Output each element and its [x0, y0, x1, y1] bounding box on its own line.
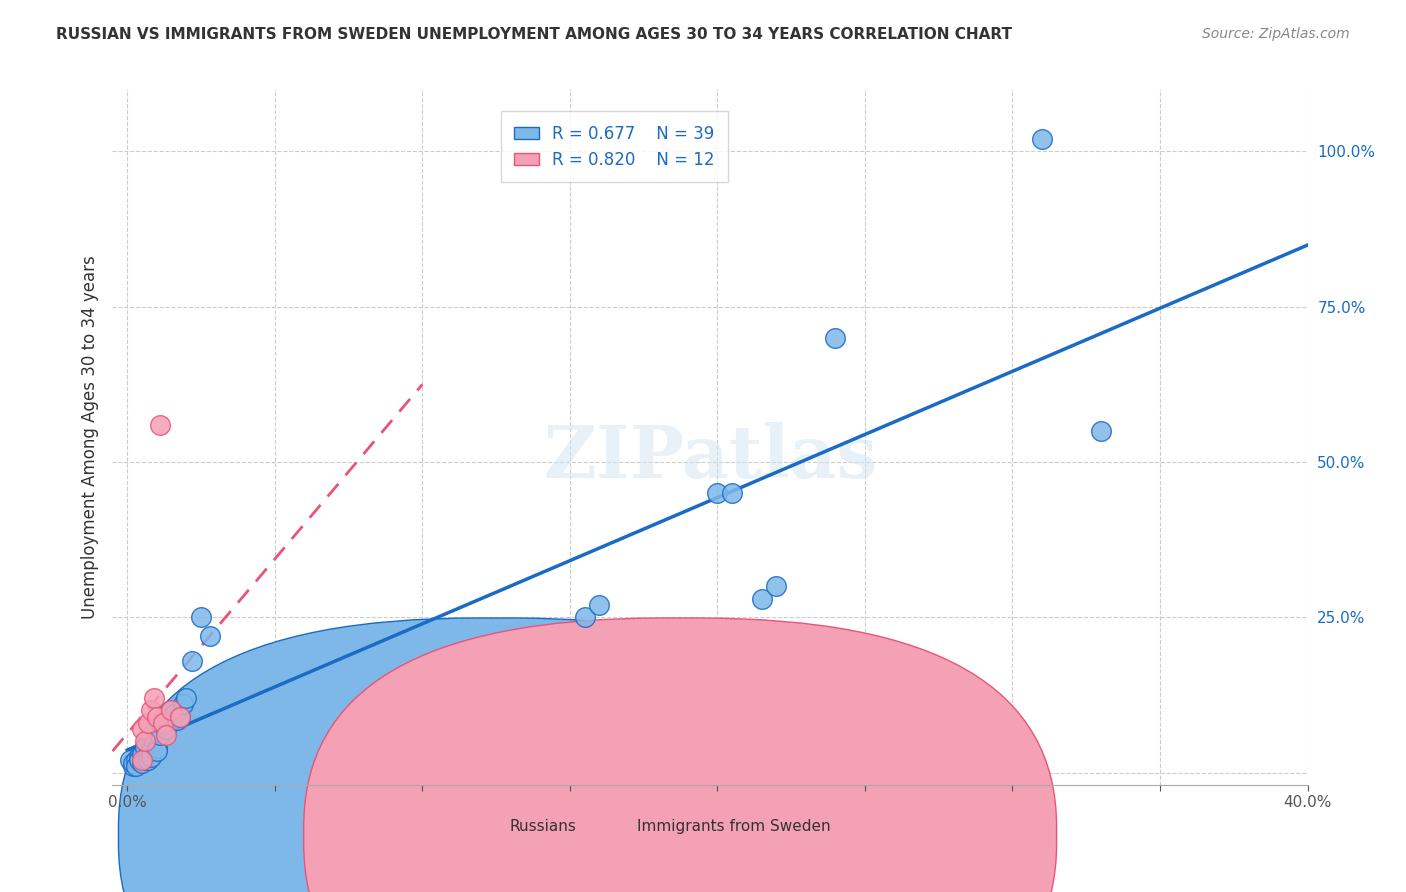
Point — [131, 753, 153, 767]
Point — [166, 713, 188, 727]
Point — [149, 728, 172, 742]
Point — [136, 753, 159, 767]
Point — [131, 756, 153, 771]
Point — [136, 715, 159, 730]
Point — [131, 747, 153, 761]
Point — [145, 744, 167, 758]
Point — [120, 753, 142, 767]
Point — [145, 709, 167, 723]
FancyBboxPatch shape — [304, 618, 1057, 892]
Text: Source: ZipAtlas.com: Source: ZipAtlas.com — [1202, 27, 1350, 41]
Text: Immigrants from Sweden: Immigrants from Sweden — [637, 819, 831, 834]
Point — [172, 697, 194, 711]
Point — [136, 747, 159, 761]
Point — [588, 598, 610, 612]
Point — [139, 703, 162, 717]
Point — [125, 753, 148, 767]
Point — [155, 722, 177, 736]
Text: RUSSIAN VS IMMIGRANTS FROM SWEDEN UNEMPLOYMENT AMONG AGES 30 TO 34 YEARS CORRELA: RUSSIAN VS IMMIGRANTS FROM SWEDEN UNEMPL… — [56, 27, 1012, 42]
Point — [169, 709, 191, 723]
Point — [181, 654, 204, 668]
Point — [169, 709, 191, 723]
Point — [574, 610, 596, 624]
Legend: R = 0.677    N = 39, R = 0.820    N = 12: R = 0.677 N = 39, R = 0.820 N = 12 — [501, 112, 728, 183]
Point — [721, 486, 744, 500]
Point — [155, 728, 177, 742]
Text: ZIPatlas: ZIPatlas — [543, 423, 877, 493]
Y-axis label: Unemployment Among Ages 30 to 34 years: Unemployment Among Ages 30 to 34 years — [80, 255, 98, 619]
Point — [149, 417, 172, 432]
Point — [122, 756, 145, 771]
Point — [190, 610, 212, 624]
Point — [142, 690, 165, 705]
Point — [163, 706, 186, 721]
Point — [131, 722, 153, 736]
Point — [198, 629, 221, 643]
Text: Russians: Russians — [509, 819, 576, 834]
Point — [152, 715, 174, 730]
Point — [160, 703, 183, 717]
Point — [142, 734, 165, 748]
Point — [139, 750, 162, 764]
Point — [139, 744, 162, 758]
Point — [152, 715, 174, 730]
Point — [1031, 132, 1053, 146]
Point — [174, 690, 197, 705]
Point — [1090, 424, 1112, 438]
Point — [122, 759, 145, 773]
Point — [160, 703, 183, 717]
Point — [128, 750, 150, 764]
Point — [134, 734, 156, 748]
Point — [134, 740, 156, 755]
Point — [128, 753, 150, 767]
Point — [145, 740, 167, 755]
Point — [134, 753, 156, 767]
Point — [706, 486, 728, 500]
Point — [824, 331, 846, 345]
FancyBboxPatch shape — [118, 618, 872, 892]
Point — [765, 579, 787, 593]
Point — [125, 759, 148, 773]
Point — [751, 591, 773, 606]
